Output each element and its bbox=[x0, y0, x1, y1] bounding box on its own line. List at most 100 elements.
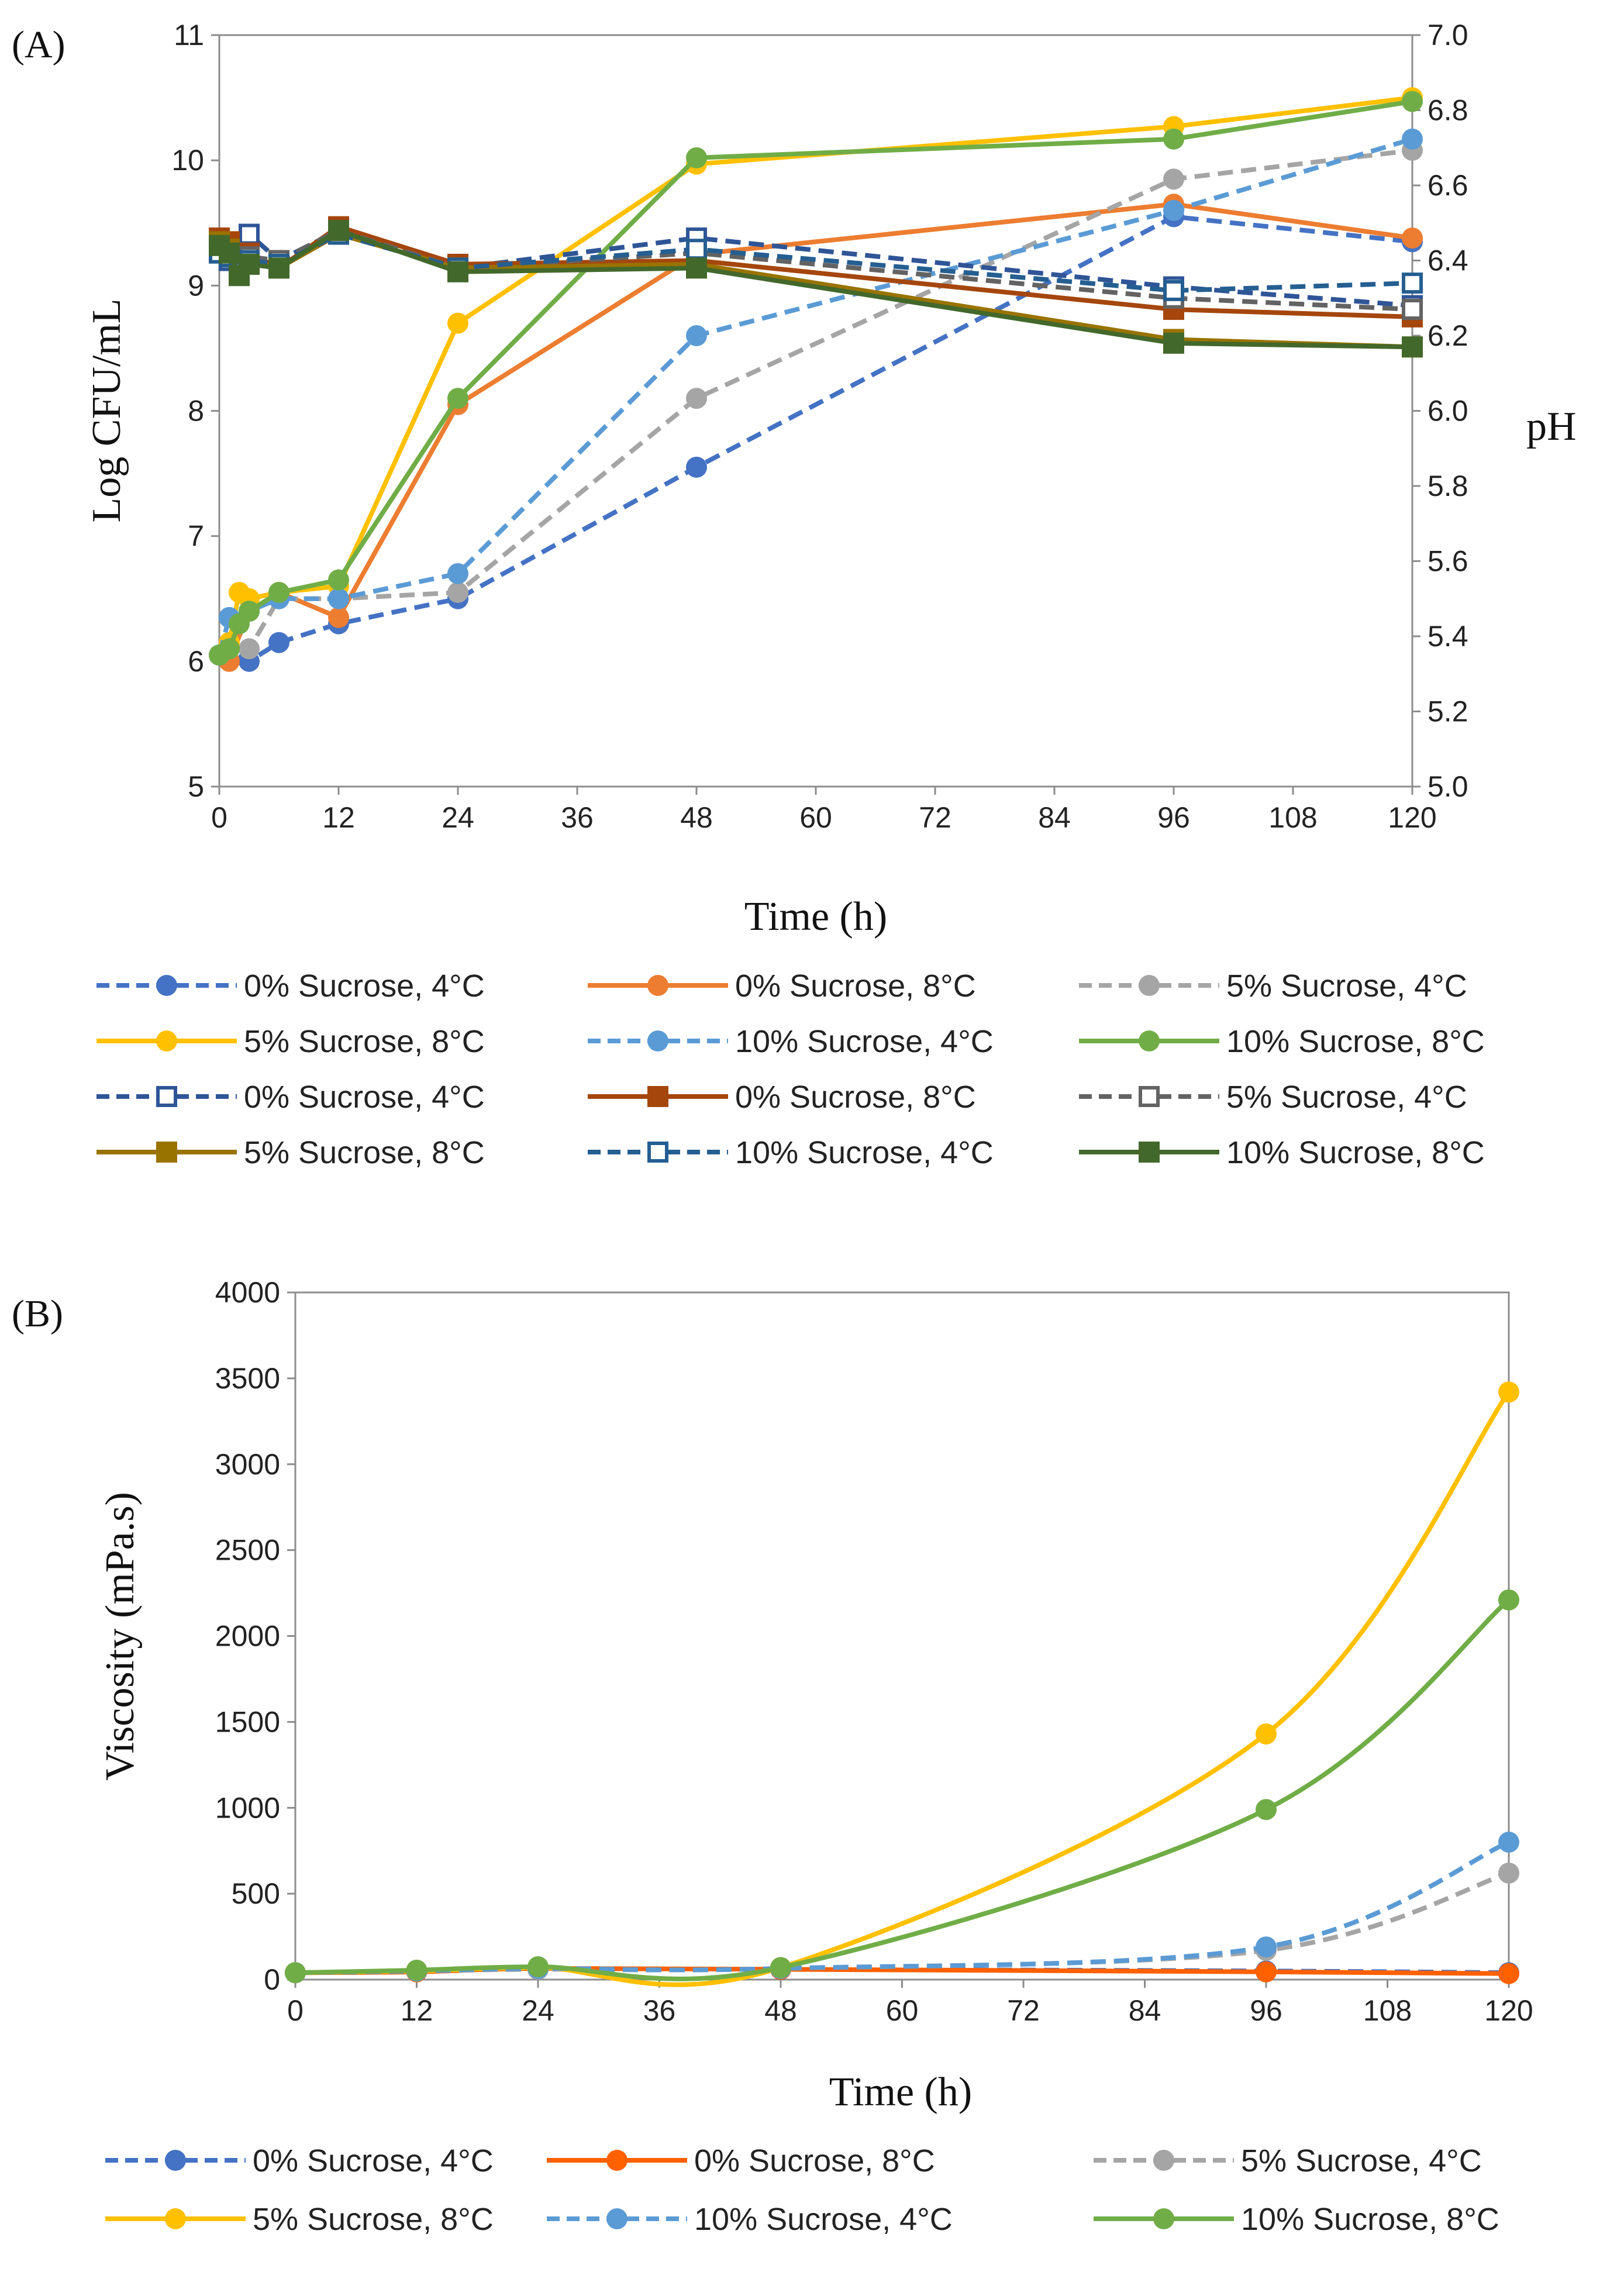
legend-swatch-marker bbox=[647, 1086, 668, 1107]
y-tick-label: 11 bbox=[174, 19, 204, 51]
x-tick-label: 120 bbox=[1388, 801, 1436, 834]
x-tick-label: 60 bbox=[799, 801, 832, 834]
data-point bbox=[1163, 128, 1184, 150]
x-tick-label: 108 bbox=[1363, 1994, 1412, 2027]
data-point bbox=[1402, 273, 1423, 294]
data-point bbox=[1498, 1862, 1519, 1884]
data-point bbox=[1402, 91, 1423, 112]
legend-swatch-marker bbox=[1139, 1142, 1160, 1163]
legend-swatch-marker bbox=[606, 2150, 627, 2171]
legend-item: 10% Sucrose, 8°C bbox=[1094, 2202, 1499, 2237]
x-tick-label: 48 bbox=[764, 1994, 797, 2027]
legend-swatch-marker bbox=[1153, 2208, 1174, 2229]
legend-item: 5% Sucrose, 4°C bbox=[1094, 2143, 1482, 2178]
legend-label: 10% Sucrose, 8°C bbox=[1241, 2202, 1499, 2237]
data-point bbox=[527, 1956, 549, 1977]
legend-label: 0% Sucrose, 8°C bbox=[694, 2143, 935, 2178]
data-point bbox=[219, 242, 240, 264]
legend-label: 5% Sucrose, 8°C bbox=[244, 1024, 485, 1059]
legend-label: 5% Sucrose, 8°C bbox=[253, 2202, 494, 2237]
x-tick-label: 12 bbox=[401, 1994, 433, 2027]
data-point bbox=[1402, 128, 1423, 150]
series-6 bbox=[209, 220, 1423, 316]
y-tick-label: 7 bbox=[188, 520, 204, 553]
x-tick-label: 96 bbox=[1250, 1994, 1282, 2027]
legend-label: 10% Sucrose, 8°C bbox=[1226, 1024, 1485, 1059]
data-point bbox=[686, 456, 707, 478]
series-0 bbox=[209, 206, 1423, 672]
data-point bbox=[1402, 227, 1423, 249]
legend-swatch-marker bbox=[1139, 975, 1160, 996]
x-tick-label: 36 bbox=[643, 1994, 676, 2027]
data-point bbox=[328, 606, 349, 628]
panel-b-plot-area bbox=[294, 1291, 1510, 1981]
y-tick-label: 6 bbox=[188, 645, 204, 678]
data-point bbox=[1163, 332, 1184, 354]
panel-a-y-axis-title: Log CFU/mL bbox=[84, 298, 129, 522]
data-point bbox=[447, 312, 468, 334]
legend-item: 5% Sucrose, 8°C bbox=[105, 2202, 494, 2237]
series-line bbox=[295, 1391, 1511, 1987]
legend-swatch-marker bbox=[647, 1142, 668, 1163]
x-tick-label: 36 bbox=[561, 801, 594, 834]
y-tick-label: 3000 bbox=[215, 1448, 280, 1481]
series-line bbox=[218, 228, 1413, 312]
x-tick-label: 48 bbox=[680, 801, 713, 834]
data-point bbox=[447, 563, 468, 584]
legend-item: 10% Sucrose, 4°C bbox=[588, 1024, 994, 1059]
y2-tick-label: 5.6 bbox=[1428, 545, 1468, 578]
legend-label: 0% Sucrose, 4°C bbox=[244, 1080, 485, 1115]
x-tick-label: 0 bbox=[211, 801, 227, 834]
panel-b-x-axis-title: Time (h) bbox=[829, 2070, 972, 2115]
series-4 bbox=[209, 128, 1423, 666]
data-point bbox=[1498, 1963, 1519, 1984]
legend-label: 5% Sucrose, 4°C bbox=[1241, 2143, 1482, 2178]
legend-label: 5% Sucrose, 4°C bbox=[1226, 968, 1467, 1004]
panel-b-y-axis-title: Viscosity (mPa.s) bbox=[98, 1492, 143, 1781]
series-11 bbox=[209, 220, 1423, 358]
y2-tick-label: 5.0 bbox=[1428, 770, 1468, 803]
panel-b-label: (B) bbox=[12, 1292, 63, 1335]
series-line bbox=[217, 95, 1413, 657]
data-point bbox=[686, 147, 707, 168]
x-tick-label: 84 bbox=[1038, 801, 1071, 834]
legend-item: 10% Sucrose, 8°C bbox=[1079, 1024, 1485, 1059]
legend-swatch-marker bbox=[165, 2150, 186, 2171]
x-tick-label: 72 bbox=[919, 801, 951, 834]
data-point bbox=[239, 638, 260, 660]
data-point bbox=[447, 388, 468, 409]
panel-a: (A) 0 12 24 36 48 60 72 84 96 108 120 5 6 7 8 9 10 11 5.0 5… bbox=[12, 19, 1577, 1170]
data-point bbox=[268, 632, 289, 653]
data-point bbox=[447, 261, 468, 282]
panel-b-legend: 0% Sucrose, 4°C 0% Sucrose, 8°C 5% Sucrose… bbox=[105, 2143, 1499, 2237]
panel-a-series bbox=[209, 87, 1423, 672]
data-point bbox=[219, 638, 240, 660]
legend-swatch-marker bbox=[647, 975, 668, 996]
y-tick-label: 2500 bbox=[215, 1534, 280, 1567]
data-point bbox=[285, 1962, 306, 1984]
x-tick-label: 24 bbox=[522, 1994, 554, 2027]
data-point bbox=[268, 582, 289, 604]
y2-tick-label: 6.6 bbox=[1428, 169, 1468, 202]
legend-item: 0% Sucrose, 8°C bbox=[588, 968, 976, 1004]
y2-tick-label: 6.4 bbox=[1428, 244, 1468, 277]
series-line bbox=[295, 1840, 1510, 1975]
x-tick-label: 12 bbox=[322, 801, 355, 834]
x-tick-label: 60 bbox=[886, 1994, 919, 2027]
legend-label: 0% Sucrose, 4°C bbox=[244, 968, 485, 1004]
data-point bbox=[686, 388, 707, 409]
data-point bbox=[770, 1957, 791, 1978]
series-1 bbox=[209, 194, 1423, 672]
legend-item: 5% Sucrose, 4°C bbox=[1079, 1080, 1467, 1115]
y-tick-label: 2000 bbox=[215, 1620, 280, 1653]
data-point bbox=[239, 223, 260, 245]
y-tick-label: 3500 bbox=[215, 1362, 280, 1395]
series-3 bbox=[209, 87, 1423, 666]
x-tick-label: 0 bbox=[287, 1994, 304, 2027]
legend-label: 5% Sucrose, 8°C bbox=[244, 1135, 485, 1170]
data-point bbox=[1163, 199, 1184, 221]
data-point bbox=[328, 588, 349, 609]
series-4 bbox=[285, 1832, 1519, 1984]
legend-label: 10% Sucrose, 4°C bbox=[694, 2202, 953, 2237]
